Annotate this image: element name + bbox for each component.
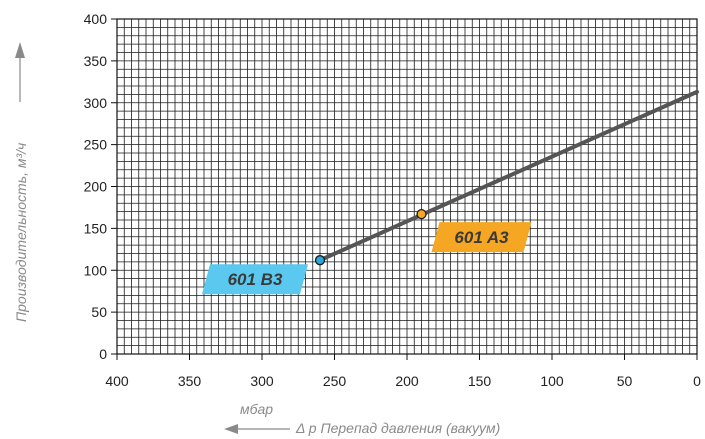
x-tick-label: 300 xyxy=(250,373,274,389)
y-tick-label: 50 xyxy=(91,304,107,320)
tag-label: 601 B3 xyxy=(228,270,283,289)
x-tick-labels: 400 350 300 250 200 150 100 50 0 xyxy=(105,373,701,389)
x-tick-label: 250 xyxy=(323,373,347,389)
marker-601-a3 xyxy=(416,208,427,220)
tag-601-b3: 601 B3 xyxy=(202,264,308,295)
x-tick-label: 200 xyxy=(395,373,419,389)
x-tick-label: 400 xyxy=(105,373,129,389)
marker-601-b3 xyxy=(314,255,326,266)
x-tick-label: 0 xyxy=(693,373,701,389)
y-axis-label-group: Производительность, м³/ч xyxy=(13,42,29,322)
y-axis-arrowhead xyxy=(15,42,25,58)
y-tick-label: 350 xyxy=(84,53,108,69)
x-tick-label: 350 xyxy=(178,373,202,389)
x-axis-label-group: мбар Δ p Перепад давления (вакуум) xyxy=(224,401,500,436)
marker-labels: 601 A3 601 B3 xyxy=(202,222,532,295)
tag-background xyxy=(431,222,532,253)
tag-label: 601 A3 xyxy=(454,228,509,247)
series-line xyxy=(318,89,699,263)
y-tick-labels: 0 50 100 150 200 250 300 350 400 xyxy=(84,11,108,362)
y-tick-label: 200 xyxy=(84,179,108,195)
y-tick-label: 0 xyxy=(99,346,107,362)
x-axis-unit: мбар xyxy=(240,401,273,417)
tag-601-a3: 601 A3 xyxy=(431,222,532,253)
x-axis-label: Δ p Перепад давления (вакуум) xyxy=(295,420,500,436)
y-tick-label: 150 xyxy=(84,220,108,236)
x-tick-label: 100 xyxy=(540,373,564,389)
grid xyxy=(116,18,698,355)
series xyxy=(314,89,699,266)
y-tick-label: 100 xyxy=(84,262,108,278)
axes xyxy=(111,18,698,360)
y-axis-label: Производительность, м³/ч xyxy=(13,143,29,322)
tag-background xyxy=(202,264,308,295)
y-tick-label: 250 xyxy=(84,137,108,153)
x-axis-arrowhead xyxy=(224,424,238,434)
x-tick-label: 150 xyxy=(468,373,492,389)
y-tick-label: 300 xyxy=(84,95,108,111)
x-tick-label: 50 xyxy=(617,373,633,389)
y-tick-label: 400 xyxy=(84,11,108,27)
